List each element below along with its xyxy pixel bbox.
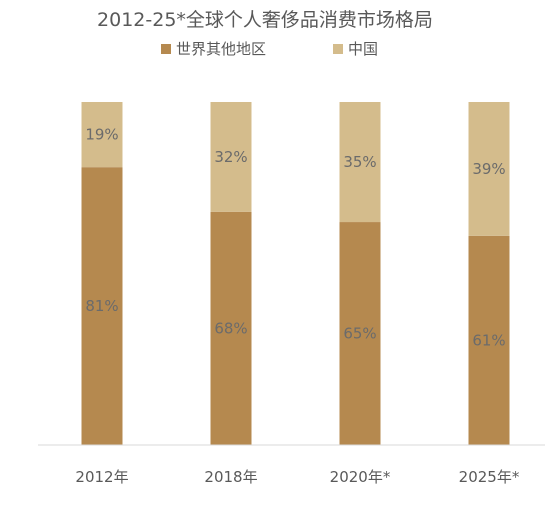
- x-tick-label-3: 2025年*: [459, 468, 520, 486]
- bar-segment-rest-of-world-2: [339, 222, 381, 445]
- legend-swatch-china: [333, 44, 343, 54]
- x-tick-label-2: 2020年*: [330, 468, 391, 486]
- legend-label-rest-of-world: 世界其他地区: [176, 40, 266, 58]
- x-axis: 2012年 2018年 2020年* 2025年*: [75, 468, 519, 486]
- x-tick-label-1: 2018年: [204, 468, 257, 486]
- bar-segment-rest-of-world-3: [468, 235, 510, 445]
- legend-swatch-rest-of-world: [161, 44, 171, 54]
- data-label-rest-of-world-0: 81%: [85, 297, 118, 315]
- data-label-china-1: 32%: [214, 148, 247, 166]
- data-label-rest-of-world-3: 61%: [472, 331, 505, 349]
- data-label-rest-of-world-1: 68%: [214, 319, 247, 337]
- data-label-china-2: 35%: [343, 153, 376, 171]
- chart-title: 2012-25*全球个人奢侈品消费市场格局: [97, 9, 433, 31]
- bar-segment-rest-of-world-0: [81, 167, 123, 446]
- bar-segment-china-0: [81, 102, 123, 168]
- bar-segment-china-2: [339, 102, 381, 223]
- bar-segment-china-3: [468, 102, 510, 236]
- data-label-rest-of-world-2: 65%: [343, 325, 376, 343]
- legend: 世界其他地区 中国: [161, 40, 378, 58]
- bar-segment-rest-of-world-1: [210, 211, 252, 445]
- bar-segment-china-1: [210, 102, 252, 212]
- data-label-china-0: 19%: [85, 126, 118, 144]
- plot-area: 81% 19% 68% 32% 65% 35% 61% 39%: [81, 102, 510, 446]
- legend-label-china: 中国: [348, 40, 378, 58]
- data-label-china-3: 39%: [472, 160, 505, 178]
- x-tick-label-0: 2012年: [75, 468, 128, 486]
